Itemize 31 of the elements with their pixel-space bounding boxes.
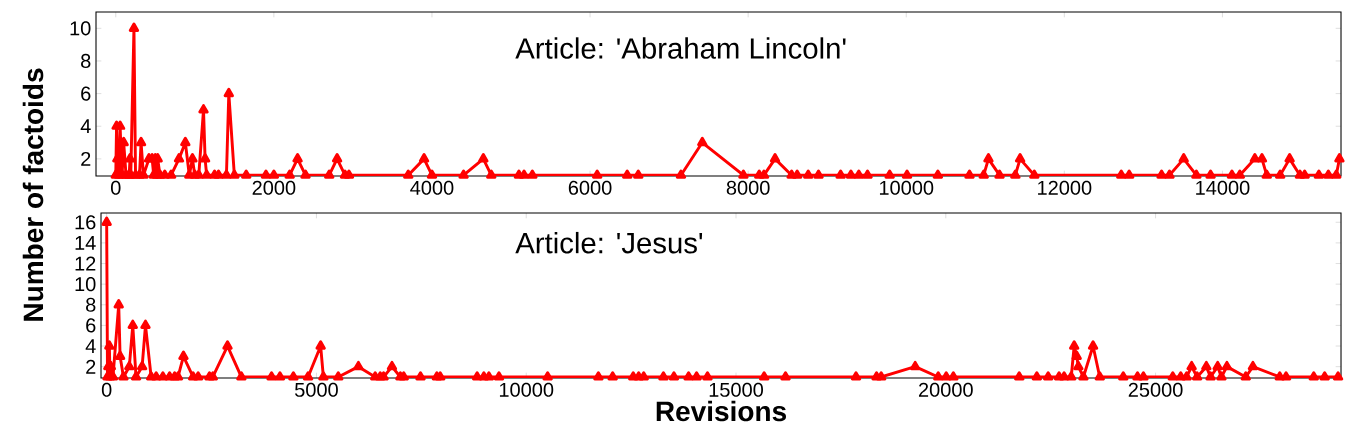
x-tick-label: 4000 [410,180,454,195]
x-tick-label: 14000 [1196,180,1250,195]
y-tick-label: 16 [75,215,96,230]
y-tick-label: 6 [86,318,96,333]
x-tick-label: 10000 [879,180,934,195]
x-axis-title: Revisions [656,400,786,422]
x-tick-label: 20000 [918,382,973,397]
x-tick-label: 8000 [726,180,770,195]
y-tick-label: 12 [75,256,96,271]
x-tick-label: 2000 [252,180,296,195]
x-tick-label: 12000 [1038,180,1092,195]
x-tick-label: 0 [110,180,121,195]
x-tick-label: 25000 [1128,382,1183,397]
text: Article: 'Jesus' [515,231,703,254]
y-tick-label: 10 [75,277,96,292]
x-tick-label: 0 [101,382,112,397]
x-tick-label: 10000 [499,382,554,397]
y-tick-label: 8 [81,53,91,69]
y-tick-label: 2 [86,359,96,374]
x-tick-label: 15000 [709,382,764,397]
y-axis-title: Number of factoids [22,68,44,321]
x-tick-label: 6000 [568,180,612,195]
y-tick-label: 4 [85,339,96,353]
x-tick-label: 5000 [295,382,338,397]
y-tick-label: 10 [70,21,91,36]
y-tick-label: 14 [75,236,96,250]
y-tick-label: 4 [80,119,91,134]
y-tick-label: 8 [86,297,96,312]
y-tick-label: 2 [81,151,91,166]
y-tick-label: 6 [81,86,91,101]
text: Article: 'Abraham Lincoln' [515,37,846,59]
